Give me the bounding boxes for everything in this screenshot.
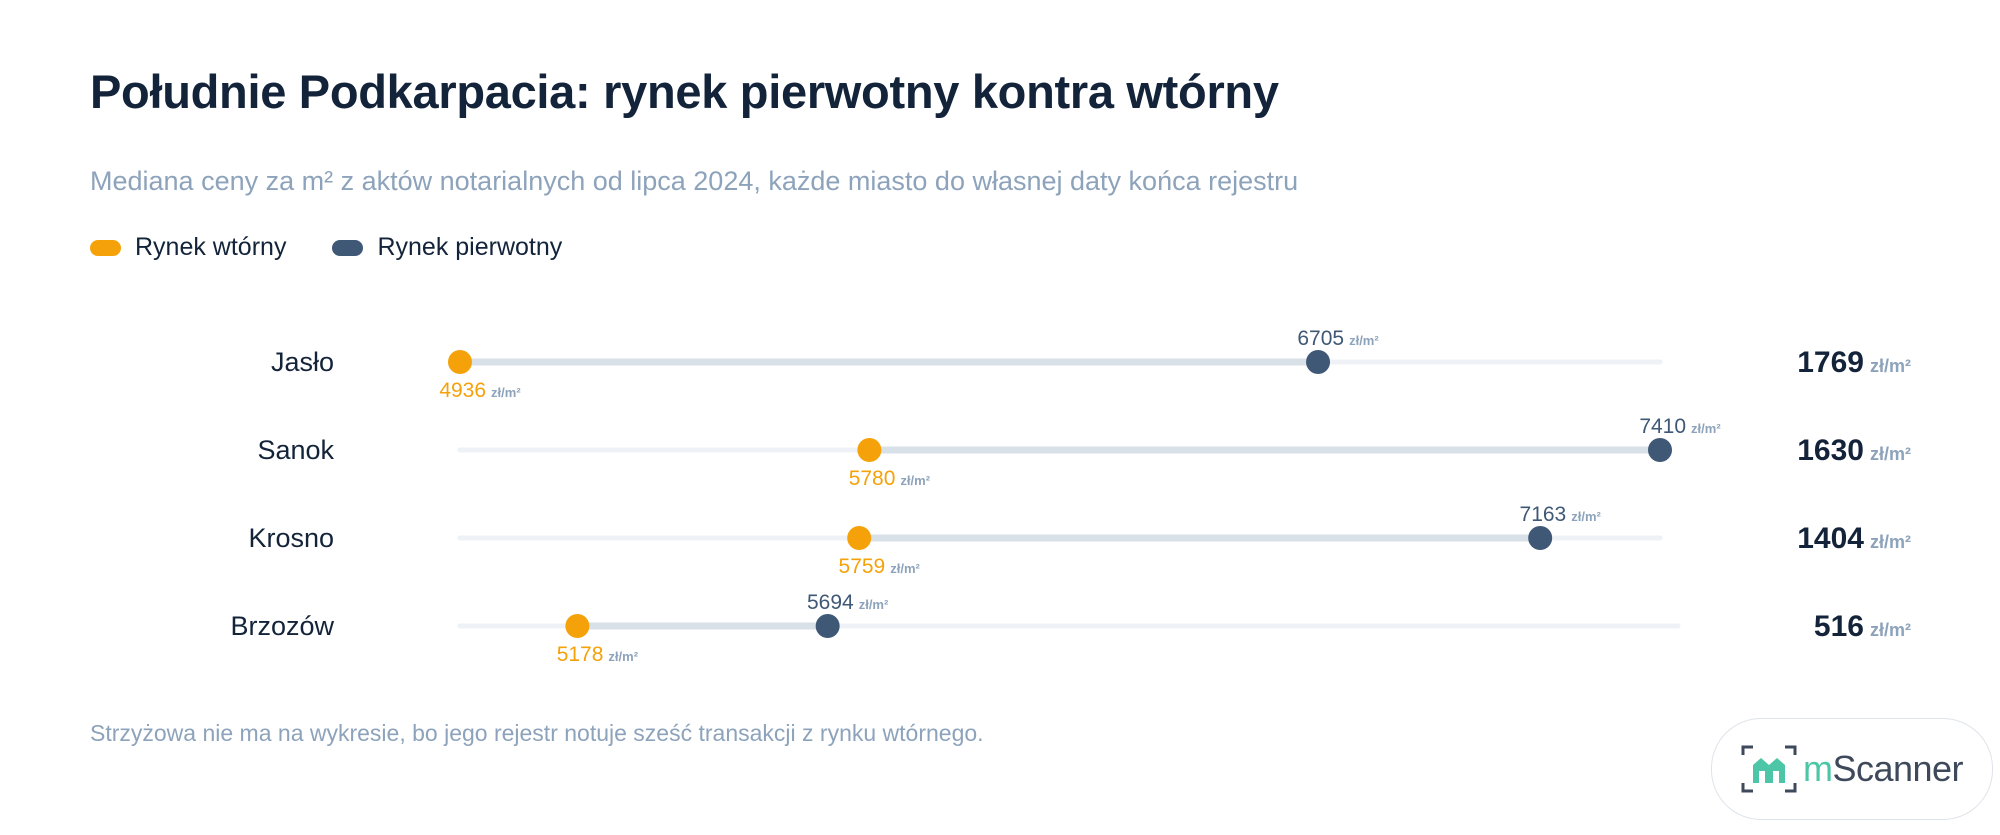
legend: Rynek wtórny Rynek pierwotny <box>90 233 608 262</box>
value-label-secondary: 5780 zł/m² <box>849 467 931 490</box>
dot-primary <box>815 614 840 638</box>
value-label-primary: 5694 zł/m² <box>807 591 889 614</box>
value-label-secondary: 4936 zł/m² <box>439 379 521 402</box>
legend-label-secondary: Rynek wtórny <box>135 233 287 261</box>
dot-secondary <box>857 438 882 462</box>
difference-label: 1769 zł/m² <box>1797 346 1911 379</box>
category-label: Jasło <box>271 347 334 377</box>
legend-swatch-primary <box>332 239 364 256</box>
value-label-secondary: 5178 zł/m² <box>557 643 639 666</box>
difference-label: 516 zł/m² <box>1814 610 1911 643</box>
value-label-primary: 7410 zł/m² <box>1639 415 1721 438</box>
category-label: Krosno <box>248 523 334 553</box>
value-label-secondary: 5759 zł/m² <box>839 555 921 578</box>
footnote: Strzyżowa nie ma na wykresie, bo jego re… <box>90 720 984 746</box>
logo-wordmark: mScanner <box>1802 748 1964 789</box>
house-logo-icon <box>1741 745 1797 793</box>
dot-primary <box>1528 526 1553 550</box>
chart-title: Południe Podkarpacia: rynek pierwotny ko… <box>90 65 1279 118</box>
value-label-primary: 6705 zł/m² <box>1297 327 1379 350</box>
legend-swatch-secondary <box>90 239 121 256</box>
category-label: Brzozów <box>230 611 334 641</box>
dot-secondary <box>847 526 872 550</box>
mscanner-logo: mScanner <box>1711 718 1993 820</box>
legend-label-primary: Rynek pierwotny <box>377 233 563 261</box>
legend-item-primary: Rynek pierwotny <box>332 233 562 262</box>
category-label: Sanok <box>257 435 334 465</box>
legend-item-secondary: Rynek wtórny <box>90 233 286 262</box>
difference-label: 1630 zł/m² <box>1797 434 1911 467</box>
value-label-primary: 7163 zł/m² <box>1520 503 1602 526</box>
dot-primary <box>1306 350 1331 374</box>
dot-primary <box>1648 438 1672 462</box>
difference-label: 1404 zł/m² <box>1797 522 1911 555</box>
dot-secondary <box>565 614 590 638</box>
dot-secondary <box>448 350 472 374</box>
chart-subtitle: Mediana ceny za m² z aktów notarialnych … <box>90 166 1299 196</box>
